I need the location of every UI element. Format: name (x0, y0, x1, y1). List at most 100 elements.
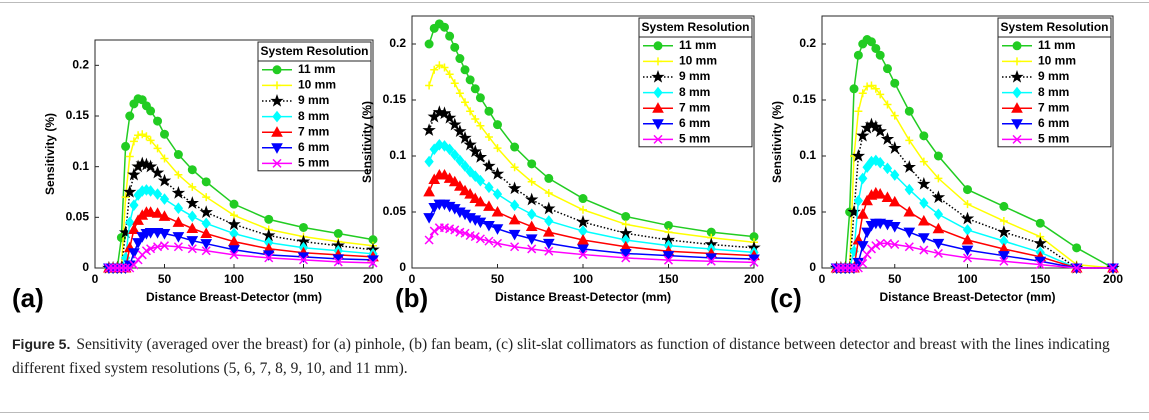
data-point (430, 65, 439, 74)
data-point (453, 124, 467, 138)
data-point (435, 61, 444, 70)
data-point (171, 185, 186, 199)
data-point (151, 207, 164, 218)
legend-marker (1011, 102, 1023, 113)
data-point (459, 184, 471, 196)
legend-label: 8 mm (298, 109, 329, 123)
data-point (439, 22, 449, 32)
data-point (466, 107, 475, 116)
legend-label: 6 mm (1038, 116, 1069, 130)
data-point (444, 143, 455, 156)
y-tick-label: 0.15 (383, 92, 407, 106)
data-point (333, 257, 343, 267)
data-point (173, 150, 183, 160)
data-point (491, 205, 504, 217)
data-point (544, 188, 553, 197)
legend-label: 9 mm (1038, 69, 1069, 83)
data-point (470, 84, 480, 94)
data-point (227, 217, 241, 231)
data-point (199, 205, 213, 218)
y-tick-label: 0.05 (793, 204, 817, 218)
data-point (903, 227, 916, 239)
legend-marker (1013, 57, 1021, 66)
data-point (932, 222, 945, 234)
data-point (508, 213, 521, 225)
y-tick-label: 0.05 (66, 210, 90, 224)
data-point (578, 250, 588, 260)
data-point (448, 117, 462, 131)
data-point (445, 70, 454, 79)
data-point (125, 263, 135, 273)
data-point (858, 258, 868, 269)
legend-marker (1012, 134, 1022, 144)
data-point (890, 169, 900, 181)
data-point (858, 172, 868, 185)
data-point (460, 228, 470, 238)
data-point (873, 124, 887, 138)
data-point (542, 238, 555, 250)
data-point (185, 196, 199, 209)
data-point (882, 64, 892, 74)
data-point (125, 111, 135, 121)
x-tick-label: 100 (957, 272, 977, 286)
data-point (112, 263, 122, 273)
caption-label: Figure 5. (12, 336, 71, 352)
data-point (468, 144, 482, 158)
data-point (159, 193, 170, 205)
data-point (858, 89, 867, 98)
data-point (577, 233, 589, 245)
x-axis-label: Distance Breast-Detector (mm) (146, 290, 322, 304)
data-point (128, 223, 140, 234)
legend-label: 11 mm (1038, 38, 1075, 52)
data-point (933, 248, 943, 258)
data-point (706, 256, 716, 266)
bottom-rule (0, 412, 1149, 413)
data-point (883, 100, 892, 109)
data-point (544, 173, 554, 183)
data-point (851, 148, 866, 162)
data-point (962, 253, 973, 263)
data-point (187, 244, 197, 254)
data-point (890, 78, 900, 88)
data-point (128, 248, 140, 259)
data-point (476, 121, 485, 130)
data-point (484, 236, 494, 246)
data-point (158, 229, 171, 240)
data-point (871, 241, 881, 251)
data-point (621, 211, 631, 221)
legend-marker (653, 134, 663, 144)
data-point (492, 188, 503, 200)
data-point (484, 132, 493, 141)
data-point (578, 194, 588, 204)
data-point (299, 222, 308, 232)
data-point (876, 90, 885, 99)
data-point (525, 234, 538, 245)
x-tick-label: 150 (293, 272, 313, 286)
data-point (132, 238, 144, 249)
data-point (903, 205, 916, 217)
panel-label: (c) (770, 283, 802, 313)
data-point (854, 107, 863, 116)
data-point (880, 132, 895, 145)
data-point (527, 208, 537, 221)
data-point (470, 232, 480, 242)
legend-marker (272, 158, 282, 168)
data-point (483, 220, 495, 232)
y-tick-label: 0.2 (389, 36, 406, 50)
data-point (153, 144, 162, 153)
data-point (174, 170, 183, 179)
data-point (932, 238, 945, 250)
data-point (508, 229, 521, 241)
data-point (853, 50, 863, 60)
data-point (862, 250, 872, 260)
data-point (201, 246, 211, 256)
legend-marker (652, 119, 664, 130)
data-point (202, 193, 211, 202)
data-point (475, 174, 486, 187)
data-point (542, 226, 555, 237)
data-point (862, 161, 872, 174)
panel-label: (b) (395, 283, 428, 313)
data-point (663, 255, 674, 265)
data-point (919, 245, 929, 255)
data-point (1108, 263, 1118, 273)
